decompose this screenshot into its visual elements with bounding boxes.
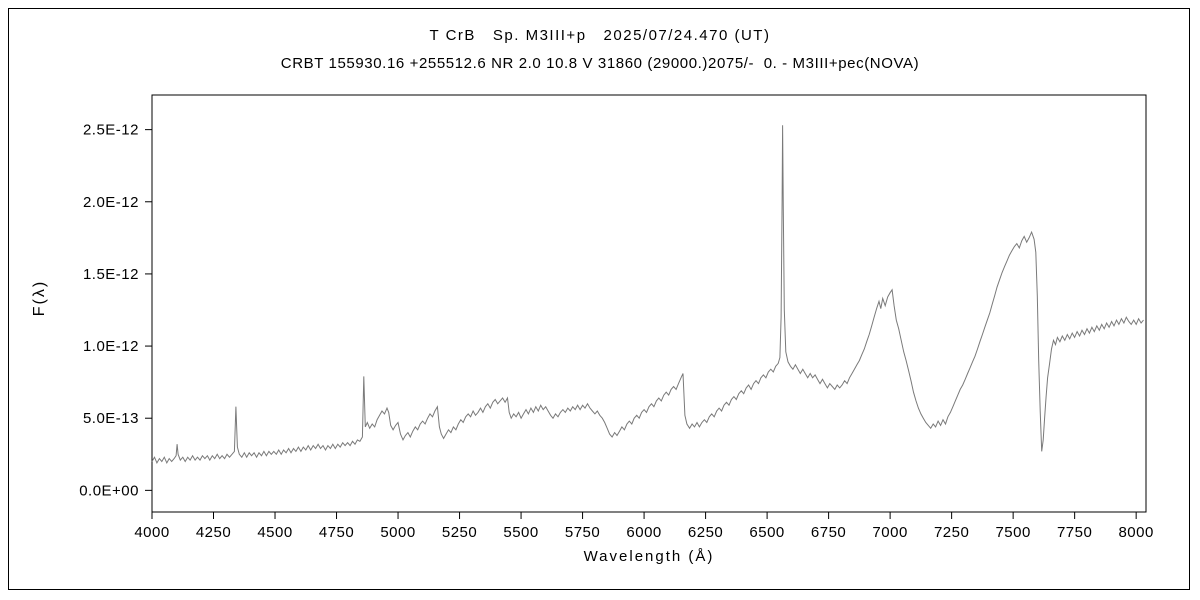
x-tick-label: 6750 — [811, 524, 846, 541]
x-tick-label: 6250 — [688, 524, 723, 541]
y-tick-label: 5.0E-13 — [83, 410, 139, 427]
y-tick-label: 2.5E-12 — [83, 122, 139, 139]
y-tick-label: 0.0E+00 — [79, 482, 139, 499]
x-tick-label: 4500 — [257, 524, 292, 541]
x-tick-label: 7250 — [934, 524, 969, 541]
outer-border — [8, 8, 1190, 590]
plot-frame — [151, 94, 1147, 513]
y-tick-label: 1.5E-12 — [83, 266, 139, 283]
x-tick-label: 5500 — [503, 524, 538, 541]
chart-subtitle: CRBT 155930.16 +255512.6 NR 2.0 10.8 V 3… — [280, 55, 920, 72]
x-tick-label: 5000 — [380, 524, 415, 541]
x-tick-label: 4750 — [319, 524, 354, 541]
x-tick-label: 5750 — [565, 524, 600, 541]
x-axis-label: Wavelength (Å) — [583, 548, 715, 565]
x-tick-label: 7750 — [1057, 524, 1092, 541]
x-tick-label: 5250 — [442, 524, 477, 541]
y-tick-label: 2.0E-12 — [83, 194, 139, 211]
x-tick-label: 7500 — [995, 524, 1030, 541]
chart-title: T CrB Sp. M3III+p 2025/07/24.470 (UT) — [429, 27, 771, 44]
x-tick-label: 4250 — [196, 524, 231, 541]
y-tick-label: 1.0E-12 — [83, 338, 139, 355]
x-tick-label: 8000 — [1118, 524, 1153, 541]
spectrum-trace — [151, 125, 1144, 465]
x-tick-label: 7000 — [872, 524, 907, 541]
x-tick-label: 6000 — [626, 524, 661, 541]
x-tick-label: 6500 — [749, 524, 784, 541]
x-tick-label: 4000 — [134, 524, 169, 541]
